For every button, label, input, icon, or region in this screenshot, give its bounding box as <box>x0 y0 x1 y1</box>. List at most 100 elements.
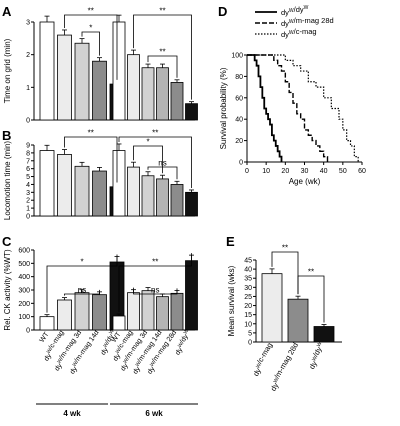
y-tick-label: 100 <box>231 53 243 60</box>
significance-bracket <box>297 275 325 323</box>
legend-label: dyW/dyW <box>281 5 309 17</box>
y-tick-label: 5 <box>26 174 30 181</box>
group-label: 4 wk <box>63 409 81 418</box>
y-tick-label: 0 <box>26 118 30 125</box>
y-tick-label: 7 <box>26 158 30 165</box>
survival-curve <box>247 54 359 162</box>
bar <box>39 150 55 217</box>
bar <box>92 294 107 331</box>
bar <box>112 150 126 217</box>
bar <box>57 299 72 331</box>
bar <box>156 67 169 121</box>
bar <box>92 60 107 121</box>
y-tick-label: 20 <box>235 138 243 145</box>
bar <box>127 54 140 121</box>
panel-letter: D <box>218 4 227 19</box>
significance-bracket <box>81 31 100 56</box>
significance-bracket-label: * <box>89 24 92 33</box>
category-label: dyW/dyW <box>170 328 195 357</box>
y-tick-label: 400 <box>18 274 30 281</box>
significance-bracket <box>133 14 192 100</box>
x-axis-title: Age (wk) <box>289 177 321 186</box>
bar <box>170 292 184 331</box>
y-tick-label: 100 <box>18 314 30 321</box>
legend-label: dyW/c-mag <box>281 27 317 39</box>
x-tick-label: 10 <box>262 168 270 175</box>
category-label: dyW/dyW <box>96 328 121 357</box>
y-tick-label: 9 <box>26 143 30 150</box>
bar <box>127 166 140 217</box>
significance-bracket-label: ns <box>151 286 159 295</box>
significance-bracket-label: * <box>146 138 149 147</box>
bar <box>112 315 126 331</box>
y-axis-title: Rel. CK activity (%WT) <box>3 249 12 331</box>
y-tick-label: 2 <box>26 198 30 205</box>
bar <box>141 175 155 217</box>
y-tick-label: 0 <box>248 340 252 347</box>
significance-bracket-label: ** <box>152 129 158 138</box>
significance-bracket-label: ** <box>88 129 94 138</box>
significance-bracket <box>118 136 192 188</box>
y-tick-label: 45 <box>244 258 252 265</box>
x-tick-label: 40 <box>320 168 328 175</box>
bar <box>112 21 126 121</box>
significance-bracket <box>147 55 178 78</box>
bar <box>39 21 55 121</box>
category-label: WT <box>39 331 51 345</box>
significance-bracket <box>271 251 299 295</box>
bar <box>141 290 155 331</box>
x-tick-label: 20 <box>281 168 289 175</box>
bar <box>185 103 198 121</box>
significance-bracket-label: ** <box>159 48 165 57</box>
y-tick-label: 300 <box>18 288 30 295</box>
category-label: dyW/c-mag <box>249 341 277 378</box>
y-tick-label: 3 <box>26 190 30 197</box>
y-tick-label: 500 <box>18 261 30 268</box>
bar <box>156 296 169 331</box>
panel-letter: C <box>2 234 12 249</box>
panel-letter: A <box>2 4 12 19</box>
x-tick-label: 50 <box>339 168 347 175</box>
y-tick-label: 0 <box>239 160 243 167</box>
significance-bracket <box>147 166 178 180</box>
bar <box>92 170 107 217</box>
y-tick-label: 5 <box>248 330 252 337</box>
bar <box>57 154 72 217</box>
y-tick-label: 8 <box>26 150 30 157</box>
y-axis-title: Time on grid (min) <box>3 38 12 103</box>
significance-bracket <box>46 254 118 313</box>
significance-bracket-label: ** <box>152 258 158 267</box>
significance-bracket-label: ** <box>88 7 94 16</box>
bar <box>74 292 90 331</box>
y-tick-label: 20 <box>244 303 252 310</box>
panel-c: C 0 100 200 300 400 500 600 Rel. CK activity (%W… <box>2 234 198 418</box>
bar <box>74 165 90 217</box>
significance-bracket-label: * <box>80 258 83 267</box>
y-tick-label: 200 <box>18 301 30 308</box>
bar <box>170 184 184 217</box>
bar <box>156 178 169 217</box>
y-axis-title: Mean survival (wks) <box>227 265 236 336</box>
x-tick-label: 60 <box>358 168 366 175</box>
significance-bracket <box>64 14 118 80</box>
significance-bracket <box>64 289 100 296</box>
y-tick-label: 15 <box>244 312 252 319</box>
y-tick-label: 2 <box>26 52 30 59</box>
y-tick-label: 60 <box>235 95 243 102</box>
y-tick-label: 30 <box>244 285 252 292</box>
group-label: 6 wk <box>145 409 163 418</box>
bar <box>261 273 283 343</box>
significance-bracket <box>118 253 192 312</box>
y-tick-label: 80 <box>235 74 243 81</box>
significance-bracket <box>133 287 178 295</box>
bar <box>57 34 72 121</box>
panel-letter: B <box>2 128 11 143</box>
survival-curve <box>247 54 329 162</box>
legend-label: dyW/m-mag 28d <box>281 16 334 28</box>
y-tick-label: 4 <box>26 182 30 189</box>
y-tick-label: 6 <box>26 166 30 173</box>
